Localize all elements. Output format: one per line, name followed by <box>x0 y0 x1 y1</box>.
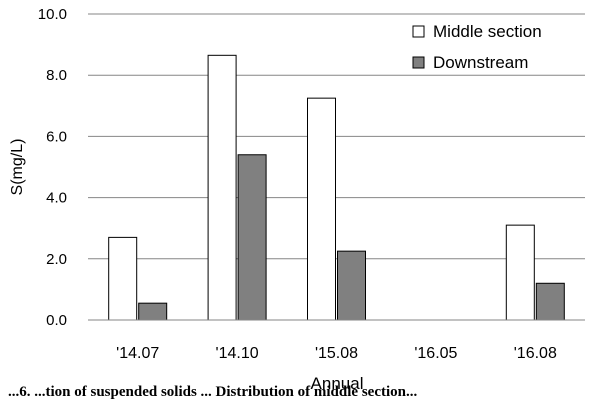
x-tick-label: '15.08 <box>315 345 358 362</box>
x-tick-label: '16.05 <box>414 345 457 362</box>
y-axis-label: S(mg/L) <box>9 139 26 196</box>
x-tick-labels: '14.07 '14.10 '15.08 '16.05 '16.08 <box>116 345 557 362</box>
x-tick-label: '14.07 <box>116 345 159 362</box>
legend-label-middle-section: Middle section <box>433 22 542 41</box>
legend: Middle section Downstream <box>412 22 542 72</box>
x-tick-label: '14.10 <box>216 345 259 362</box>
y-tick-labels: 0.0 2.0 4.0 6.0 8.0 10.0 <box>38 6 67 329</box>
gridlines <box>88 13 585 260</box>
x-axis-label: Annual <box>311 374 364 393</box>
y-tick-label: 6.0 <box>46 128 67 145</box>
bar-middle-section <box>207 54 237 321</box>
y-tick-label: 0.0 <box>46 312 67 329</box>
y-tick-label: 2.0 <box>46 251 67 268</box>
bar-middle-section <box>307 97 336 321</box>
bars <box>108 54 565 321</box>
legend-swatch-middle-section <box>412 25 425 38</box>
bar-downstream <box>337 250 366 321</box>
bar-middle-section <box>505 224 535 321</box>
x-tick-label: '16.08 <box>514 345 557 362</box>
legend-swatch-downstream <box>412 56 425 69</box>
y-tick-label: 4.0 <box>46 190 67 207</box>
figure-caption: ...6. ...tion of suspended solids ... Di… <box>8 384 418 400</box>
y-tick-label: 10.0 <box>38 6 67 23</box>
bar-downstream <box>237 154 267 321</box>
bar-middle-section <box>108 236 138 321</box>
bar-downstream <box>138 302 168 321</box>
legend-label-downstream: Downstream <box>433 53 528 72</box>
bar-downstream <box>535 282 565 321</box>
y-tick-label: 8.0 <box>46 67 67 84</box>
